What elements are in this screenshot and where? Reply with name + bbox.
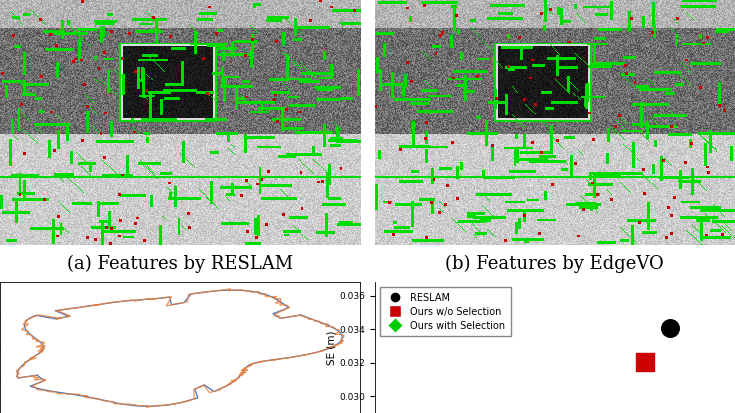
- Legend: RESLAM, Ours w/o Selection, Ours with Selection: RESLAM, Ours w/o Selection, Ours with Se…: [379, 287, 511, 337]
- Point: [664, 325, 676, 332]
- Text: (a) Features by RESLAM: (a) Features by RESLAM: [67, 255, 293, 273]
- Y-axis label: SE (m): SE (m): [326, 330, 337, 365]
- Text: (b) Features by EdgeVO: (b) Features by EdgeVO: [445, 255, 664, 273]
- Point: [639, 358, 650, 365]
